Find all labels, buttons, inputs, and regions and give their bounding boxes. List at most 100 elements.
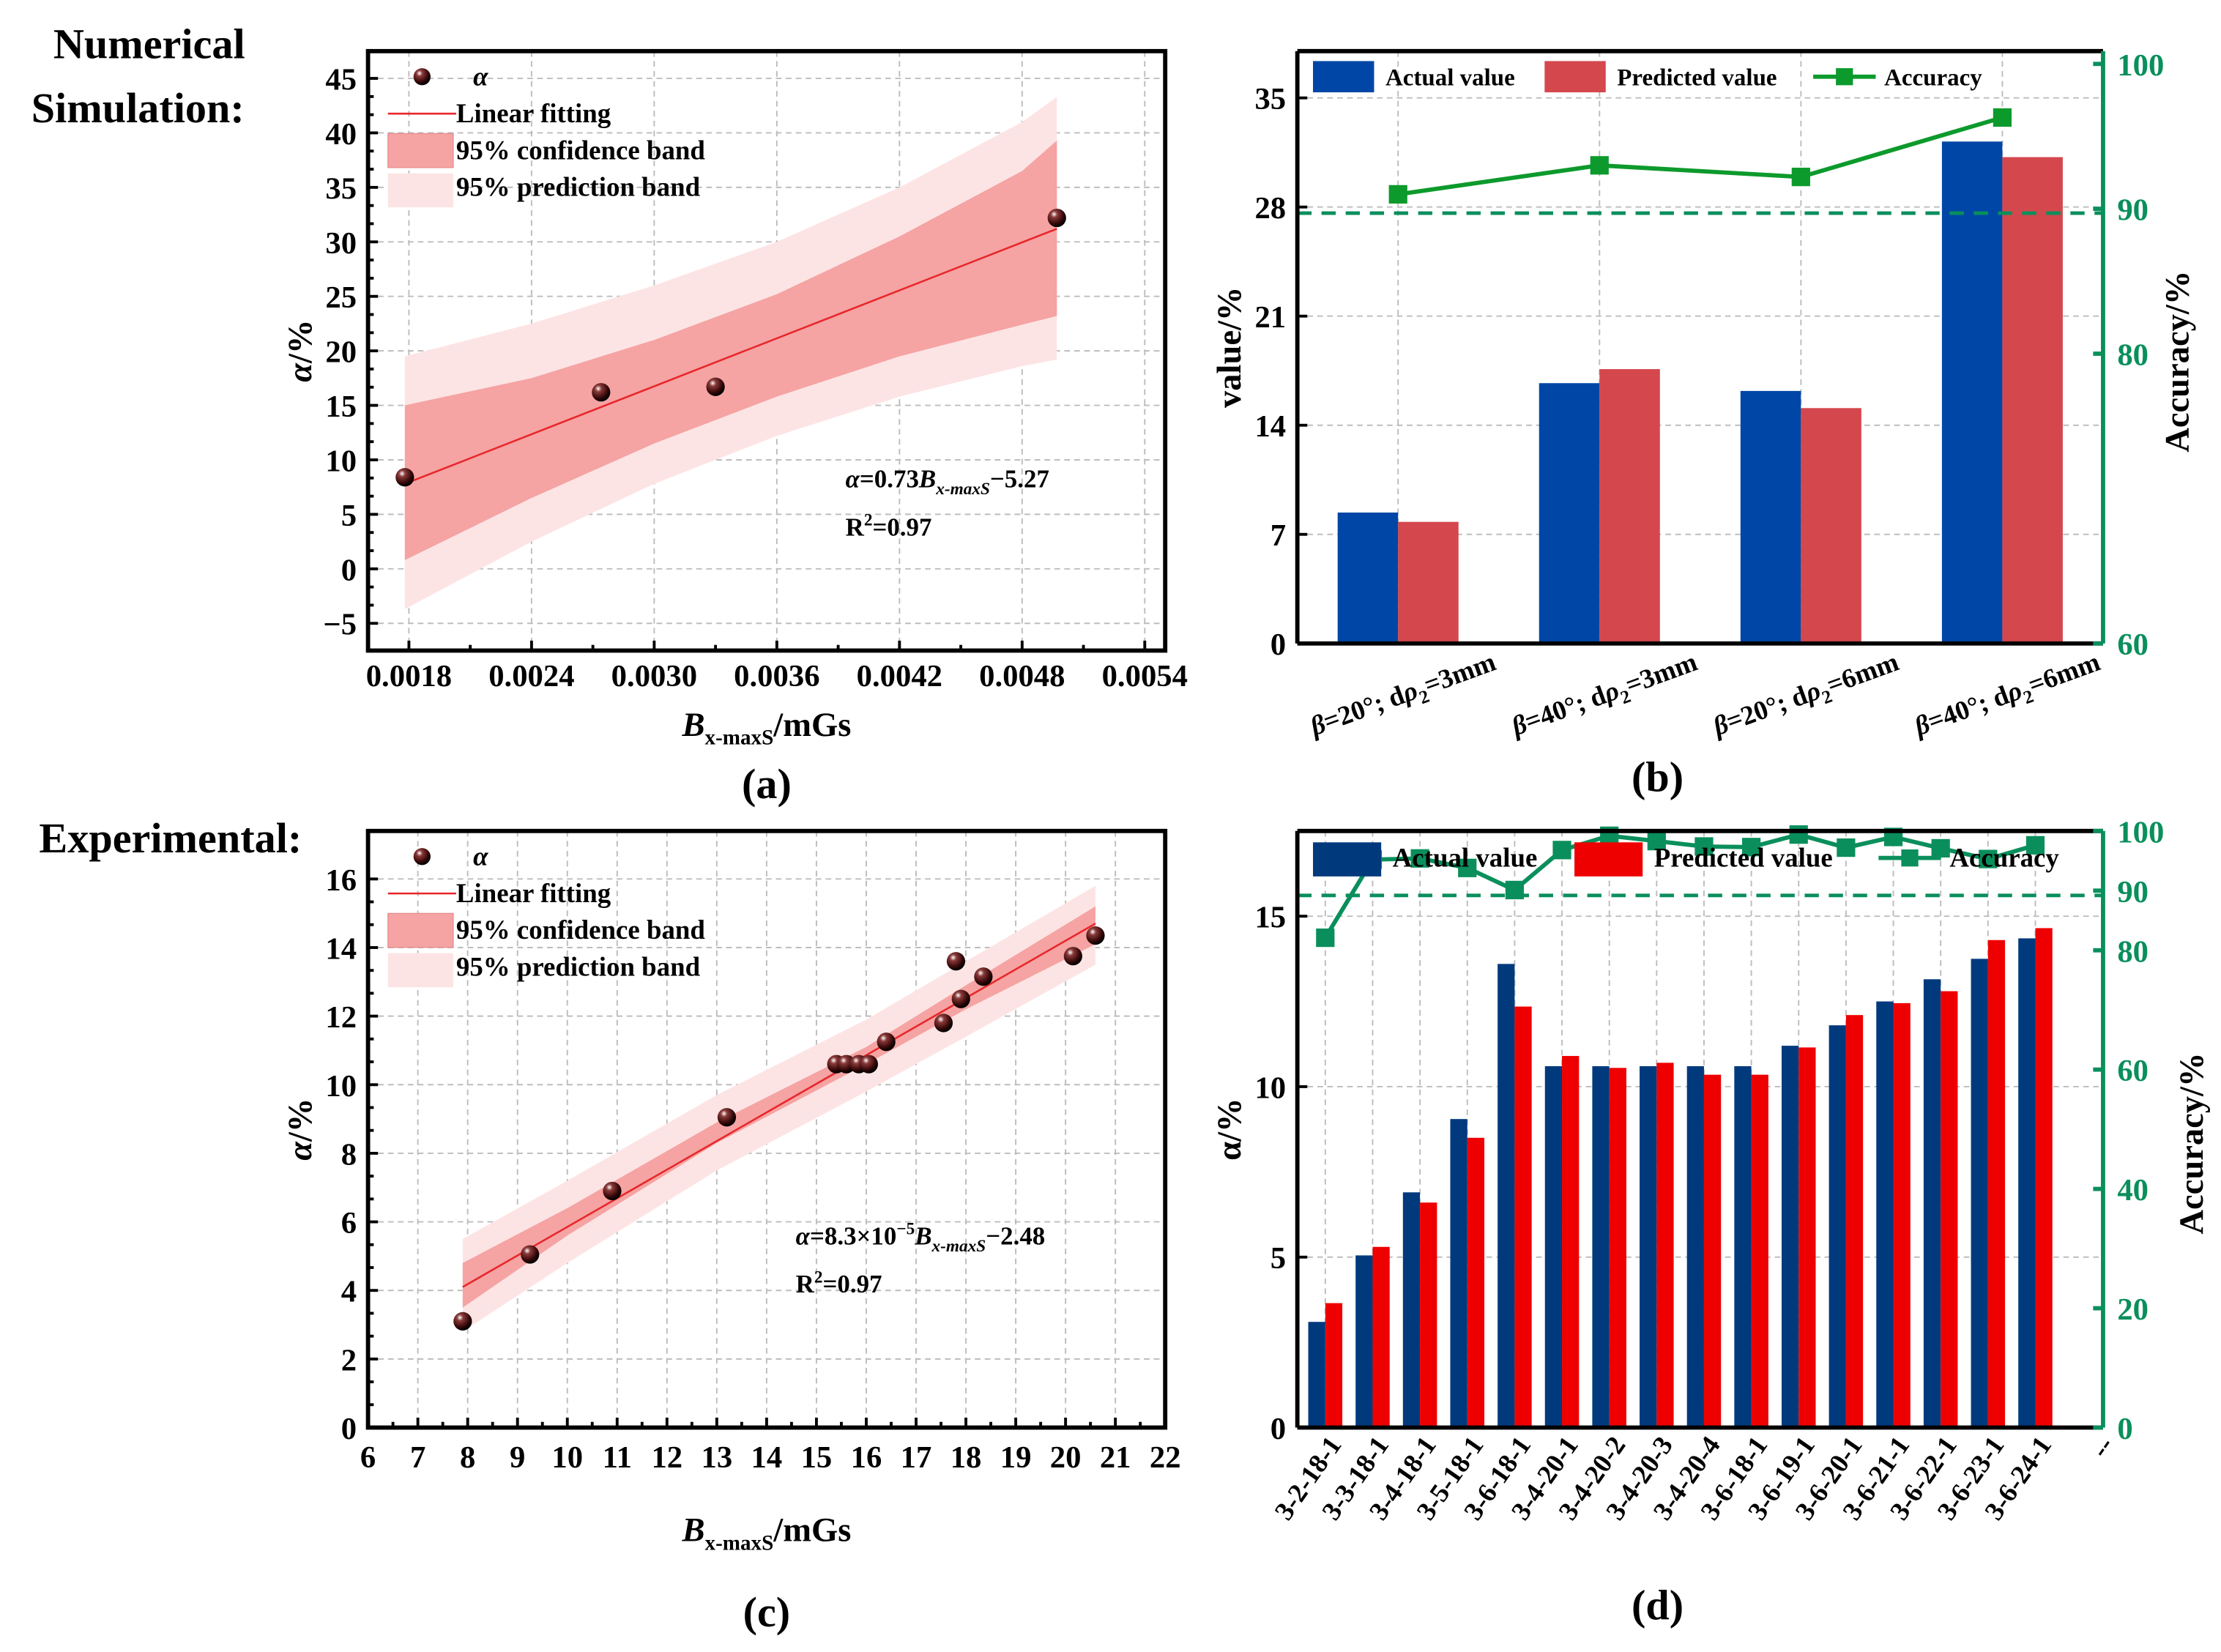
- y-tick-label: 10: [325, 444, 357, 478]
- legend-label-actual: Actual value: [1393, 842, 1538, 872]
- bar-predicted: [1893, 1002, 1911, 1428]
- bar-predicted: [1987, 940, 2006, 1428]
- y-right-tick-label: 90: [2117, 193, 2149, 228]
- accuracy-marker: [1552, 841, 1571, 860]
- confidence-band: [404, 140, 1057, 560]
- data-point: [946, 952, 966, 971]
- x-tick-label: 21: [1100, 1440, 1131, 1475]
- bar-predicted: [1467, 1137, 1485, 1428]
- y-tick-label: 12: [325, 1000, 357, 1035]
- bar-predicted: [1798, 1047, 1816, 1428]
- y-tick-label: 15: [325, 390, 357, 424]
- legend-swatch-prediction: [387, 173, 454, 208]
- legend-label-prediction: 95% prediction band: [456, 172, 701, 202]
- panel-c: 6 7 8 9 10 11 12 13 14 15 16 17 18 19 20 21 220246810121…: [282, 828, 1181, 1636]
- x-tick-label: --: [2084, 1431, 2119, 1463]
- bar-actual: [1686, 1066, 1704, 1428]
- bar-predicted: [1656, 1063, 1674, 1428]
- bar-predicted: [1398, 521, 1459, 644]
- y-axis-title: value/%: [1211, 287, 1249, 408]
- legend-swatch-actual: [1313, 842, 1382, 877]
- y-right-tick-label: 80: [2117, 934, 2149, 969]
- bar-actual: [1592, 1066, 1610, 1428]
- y-tick-label: −5: [323, 608, 357, 642]
- y-right-tick-label: 20: [2117, 1292, 2149, 1327]
- legend-label-predicted: Predicted value: [1654, 842, 1833, 872]
- y-tick-label: 7: [1271, 518, 1286, 553]
- x-tick-label: 0.0054: [1102, 659, 1188, 693]
- data-point: [453, 1311, 472, 1331]
- y-axis-title: α/%: [1211, 1098, 1249, 1160]
- legend-swatch-confidence: [387, 912, 454, 948]
- fit-line: [404, 228, 1057, 485]
- accuracy-line: [1397, 115, 2004, 197]
- legend-swatch-accuracy-marker: [1901, 849, 1919, 867]
- panel-label: (a): [742, 760, 792, 808]
- x-tick-label: β=20°; dρ2=6mm: [1708, 647, 1905, 747]
- y-tick-label: 4: [341, 1275, 357, 1309]
- legend-label-fit: Linear fitting: [456, 98, 611, 128]
- accuracy-line: [1323, 832, 2036, 940]
- x-tick-label: β=40°; dρ2=6mm: [1909, 647, 2106, 747]
- legend-label-points: α: [473, 841, 488, 871]
- x-axis-title: Bx-maxS/mGs: [681, 707, 851, 750]
- y-tick-label: 25: [325, 280, 357, 315]
- y-tick-label: 0: [341, 553, 357, 587]
- y-tick-label: 30: [325, 226, 357, 261]
- r-squared: R2=0.97: [796, 1268, 882, 1299]
- y-tick-label: 0: [1271, 628, 1286, 662]
- legend-marker-points: [413, 68, 431, 86]
- accuracy-marker: [1505, 880, 1525, 900]
- legend-swatch-accuracy-marker: [1836, 68, 1853, 86]
- bar-predicted: [1845, 1015, 1864, 1428]
- y-tick-label: 20: [325, 335, 357, 370]
- legend-swatch-confidence: [387, 133, 454, 168]
- panel-a: 0.0018 0.0024 0.0030 0.0036 0.0042 0.0048 0.00…: [282, 48, 1188, 808]
- accuracy-marker: [1410, 849, 1429, 868]
- accuracy-marker: [1791, 168, 1810, 187]
- x-tick-label: 0.0042: [857, 659, 942, 693]
- x-tick-label: 18: [950, 1440, 982, 1475]
- y-tick-label: 8: [341, 1137, 357, 1172]
- data-point: [877, 1032, 896, 1052]
- bar-predicted: [1703, 1074, 1722, 1428]
- x-tick-label: 9: [510, 1440, 525, 1475]
- x-tick-label: 14: [751, 1440, 783, 1475]
- y-tick-label: 0: [341, 1412, 357, 1446]
- legend-swatch-predicted: [1574, 842, 1643, 877]
- y-tick-label: 6: [341, 1206, 357, 1240]
- y-tick-label: 35: [325, 171, 357, 206]
- accuracy-marker: [1979, 849, 1998, 868]
- data-point: [1063, 947, 1082, 966]
- accuracy-marker: [1837, 838, 1856, 857]
- x-tick-label: 17: [901, 1440, 932, 1475]
- bar-actual: [1740, 390, 1801, 644]
- x-tick-label: 7: [410, 1440, 425, 1475]
- y-right-tick-label: 100: [2117, 48, 2164, 83]
- data-point: [1086, 926, 1105, 945]
- legend-marker-points: [413, 848, 431, 866]
- bar-predicted: [1372, 1246, 1390, 1428]
- legend-label-confidence: 95% confidence band: [456, 915, 706, 945]
- bar-predicted: [1562, 1056, 1580, 1428]
- panel-label: (b): [1632, 753, 1684, 800]
- x-tick-label: 0.0036: [734, 659, 819, 693]
- x-axis-title: Bx-maxS/mGs: [681, 1512, 851, 1555]
- accuracy-marker: [1590, 156, 1609, 175]
- y-right-tick-label: 80: [2117, 338, 2149, 373]
- data-point: [1047, 208, 1066, 228]
- y-tick-label: 21: [1254, 300, 1286, 335]
- section-title-numerical-2: Simulation:: [31, 84, 245, 132]
- y-axis-title: α/%: [282, 1098, 319, 1161]
- y-tick-label: 28: [1254, 191, 1286, 226]
- bar-predicted: [1420, 1202, 1437, 1428]
- y-right-tick-label: 100: [2117, 815, 2164, 849]
- x-tick-label: 8: [460, 1440, 475, 1475]
- legend-label-accuracy: Accuracy: [1949, 842, 2059, 872]
- accuracy-marker: [1647, 832, 1666, 851]
- accuracy-marker: [1458, 858, 1477, 877]
- y-right-axis-title: Accuracy/%: [2173, 1052, 2211, 1234]
- data-point: [934, 1013, 953, 1032]
- y-tick-label: 45: [325, 63, 357, 97]
